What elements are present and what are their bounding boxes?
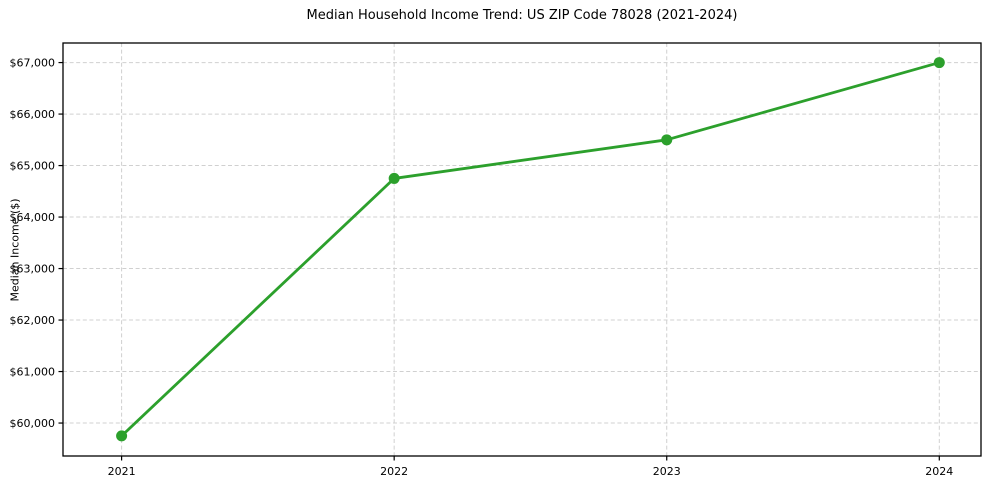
- y-tick-label: $67,000: [10, 57, 56, 70]
- y-tick-label: $61,000: [10, 366, 56, 379]
- y-tick-label: $63,000: [10, 263, 56, 276]
- data-point-marker: [661, 134, 673, 146]
- data-point-marker: [388, 172, 400, 184]
- y-tick-label: $62,000: [10, 314, 56, 327]
- x-tick-label: 2024: [925, 465, 953, 478]
- x-tick-label: 2021: [108, 465, 136, 478]
- trend-line: [120, 61, 941, 438]
- y-tick-label: $66,000: [10, 108, 56, 121]
- chart-title: Median Household Income Trend: US ZIP Co…: [306, 8, 738, 23]
- y-tick-label: $60,000: [10, 417, 56, 430]
- data-point-marker: [116, 430, 128, 442]
- y-tick-label: $65,000: [10, 160, 56, 173]
- y-tick-label: $64,000: [10, 211, 56, 224]
- x-tick-label: 2023: [653, 465, 681, 478]
- x-tick-label: 2022: [380, 465, 408, 478]
- axes-spines: [62, 42, 982, 457]
- data-point-marker: [933, 57, 945, 69]
